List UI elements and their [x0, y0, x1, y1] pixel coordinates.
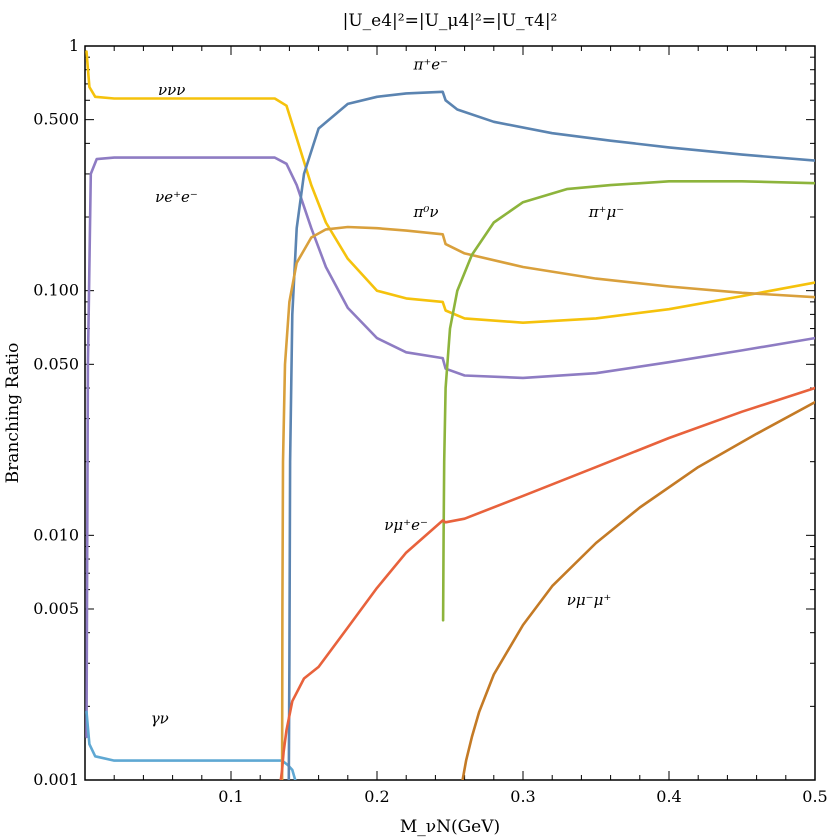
series-label: νμ⁺e⁻: [384, 516, 428, 534]
y-tick-label: 0.010: [33, 525, 79, 544]
x-tick-label: 0.1: [218, 787, 243, 806]
series-line: [85, 710, 297, 780]
series-label: ννν: [158, 81, 185, 99]
series-line: [279, 386, 815, 780]
axis-ticks: 0.1 0.2 0.3 0.4 0.5 0.001 0.005 0.010 0.050 0.100…: [33, 36, 828, 806]
series-lines: [85, 50, 815, 780]
y-tick-label: 0.001: [33, 770, 79, 789]
series-line: [280, 225, 815, 780]
x-axis-title: M_νN(GeV): [400, 817, 500, 837]
y-tick-label: 1: [69, 36, 79, 55]
x-tick-label: 0.5: [802, 787, 827, 806]
series-label: νe⁺e⁻: [155, 188, 198, 206]
y-tick-label: 0.050: [33, 354, 79, 373]
series-label: γν: [151, 710, 169, 728]
series-label: π⁰ν: [413, 203, 439, 221]
series-line: [85, 156, 815, 739]
series-line: [441, 180, 815, 622]
series-label: π⁺e⁻: [413, 56, 449, 74]
x-tick-label: 0.3: [510, 787, 535, 806]
series-labels: ννν νe⁺e⁻ π⁺e⁻ π⁰ν π⁺μ⁻ νμ⁺e⁻ νμ⁻μ⁺ γν: [151, 56, 624, 728]
plot-frame: [84, 45, 816, 781]
series-label: νμ⁻μ⁺: [567, 591, 611, 609]
x-tick-label: 0.2: [364, 787, 389, 806]
chart-title: |U_e4|²=|U_μ4|²=|U_τ4|²: [343, 11, 558, 31]
x-tick-label: 0.4: [656, 787, 681, 806]
series-line: [287, 90, 815, 780]
y-tick-label: 0.005: [33, 599, 79, 618]
y-tick-label: 0.100: [33, 281, 79, 300]
series-line: [461, 400, 815, 780]
y-axis-title: Branching Ratio: [3, 343, 23, 484]
y-tick-label: 0.500: [33, 110, 79, 129]
series-line: [85, 50, 815, 325]
series-label: π⁺μ⁻: [588, 203, 624, 221]
